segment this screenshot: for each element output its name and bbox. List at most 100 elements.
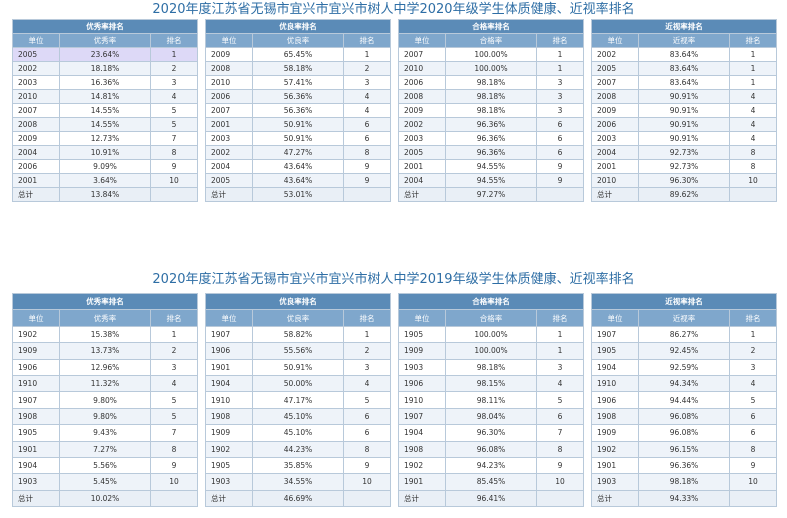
table-row: 1901 96.36% 9 [591, 456, 778, 475]
rank-cell: 6 [342, 407, 392, 426]
unit-cell: 2006 [398, 75, 446, 90]
unit-cell: 2008 [591, 89, 639, 104]
total-row: 总计 46.69% [205, 489, 392, 508]
unit-cell: 1909 [12, 342, 60, 360]
rank-cell: 9 [342, 159, 392, 174]
table-row: 1904 96.30% 7 [398, 424, 585, 442]
unit-cell: 1903 [591, 473, 639, 491]
unit-cell: 2002 [398, 117, 446, 132]
table-row: 2006 98.18% 3 [398, 75, 585, 90]
rank-cell: 6 [535, 117, 585, 132]
rate-cell: 83.64% [638, 61, 730, 76]
total-row: 总计 94.33% [591, 489, 778, 508]
table-row: 2006 56.36% 4 [205, 89, 392, 104]
rank-cell: 10 [535, 473, 585, 491]
rate-cell: 18.18% [59, 61, 151, 76]
rank-cell: 3 [535, 89, 585, 104]
rate-cell: 98.18% [638, 473, 730, 491]
table-row: 2010 96.30% 10 [591, 173, 778, 188]
rank-cell: 2 [149, 61, 199, 76]
rate-cell: 96.30% [445, 424, 537, 442]
table-row: 2002 47.27% 8 [205, 145, 392, 160]
rate-cell: 92.59% [638, 358, 730, 376]
rank-cell: 3 [149, 358, 199, 376]
rate-cell: 96.08% [445, 440, 537, 458]
column-header: 排名 [728, 309, 778, 327]
total-row: 总计 89.62% [591, 187, 778, 202]
table-row: 1903 98.18% 3 [398, 358, 585, 376]
table-row: 1901 85.45% 10 [398, 473, 585, 491]
table-row: 2003 50.91% 6 [205, 131, 392, 146]
rate-cell: 94.34% [638, 374, 730, 393]
rank-cell: 8 [342, 440, 392, 458]
total-label: 总计 [591, 489, 639, 508]
rank-cell: 4 [149, 89, 199, 104]
rate-cell: 92.73% [638, 145, 730, 160]
rate-cell: 23.64% [59, 47, 151, 62]
rank-cell: 5 [342, 391, 392, 409]
total-rate: 53.01% [252, 187, 344, 202]
rate-cell: 98.11% [445, 391, 537, 409]
unit-cell: 1904 [12, 456, 60, 475]
rate-cell: 12.96% [59, 358, 151, 376]
table-row: 2001 50.91% 6 [205, 117, 392, 132]
unit-cell: 2010 [398, 61, 446, 76]
section-title-2019: 2020年度江苏省无锡市宜兴市宜兴市树人中学2019年级学生体质健康、近视率排名 [152, 272, 635, 287]
rank-cell: 1 [342, 325, 392, 344]
rate-cell: 85.45% [445, 473, 537, 491]
total-label: 总计 [12, 489, 60, 508]
rate-cell: 100.00% [445, 47, 537, 62]
total-label: 总计 [205, 187, 253, 202]
table-row: 2005 83.64% 1 [591, 61, 778, 76]
unit-cell: 1910 [205, 391, 253, 409]
total-row: 总计 10.02% [12, 489, 199, 508]
table-group-header: 优良率排名 [204, 19, 392, 34]
rate-cell: 90.91% [638, 89, 730, 104]
rate-cell: 44.23% [252, 440, 344, 458]
column-header: 排名 [342, 33, 392, 48]
rank-cell: 1 [728, 61, 778, 76]
unit-cell: 1902 [205, 440, 253, 458]
rate-cell: 16.36% [59, 75, 151, 90]
rate-cell: 98.18% [445, 103, 537, 118]
rate-cell: 50.91% [252, 131, 344, 146]
rate-cell: 43.64% [252, 159, 344, 174]
table-row: 1907 98.04% 6 [398, 407, 585, 426]
column-header: 单位 [12, 309, 60, 327]
unit-cell: 1901 [591, 456, 639, 475]
unit-cell: 2005 [398, 145, 446, 160]
rate-cell: 100.00% [445, 342, 537, 360]
rate-cell: 35.85% [252, 456, 344, 475]
table-group-header: 合格率排名 [397, 292, 585, 311]
rate-cell: 98.18% [445, 358, 537, 376]
total-row: 总计 96.41% [398, 489, 585, 508]
table-row: 2007 14.55% 5 [12, 103, 199, 118]
table-row: 2005 96.36% 6 [398, 145, 585, 160]
rank-cell: 7 [149, 424, 199, 442]
total-row: 总计 53.01% [205, 187, 392, 202]
rank-cell: 6 [728, 424, 778, 442]
rank-cell: 8 [149, 440, 199, 458]
table-row: 2009 65.45% 1 [205, 47, 392, 62]
rate-cell: 47.17% [252, 391, 344, 409]
table-row: 2008 14.55% 5 [12, 117, 199, 132]
rate-cell: 15.38% [59, 325, 151, 344]
table-row: 2007 100.00% 1 [398, 47, 585, 62]
rate-cell: 50.91% [252, 358, 344, 376]
rate-cell: 98.04% [445, 407, 537, 426]
total-label: 总计 [205, 489, 253, 508]
rank-cell: 3 [342, 358, 392, 376]
unit-cell: 2007 [12, 103, 60, 118]
column-header: 单位 [591, 33, 639, 48]
table-row: 1910 94.34% 4 [591, 374, 778, 393]
rank-cell: 3 [535, 75, 585, 90]
rate-cell: 3.64% [59, 173, 151, 188]
unit-cell: 1902 [398, 456, 446, 475]
total-label: 总计 [398, 489, 446, 508]
table-row: 2005 43.64% 9 [205, 173, 392, 188]
rate-cell: 57.41% [252, 75, 344, 90]
table-row: 2002 18.18% 2 [12, 61, 199, 76]
rate-cell: 92.73% [638, 159, 730, 174]
total-rank [149, 489, 199, 508]
rate-cell: 43.64% [252, 173, 344, 188]
